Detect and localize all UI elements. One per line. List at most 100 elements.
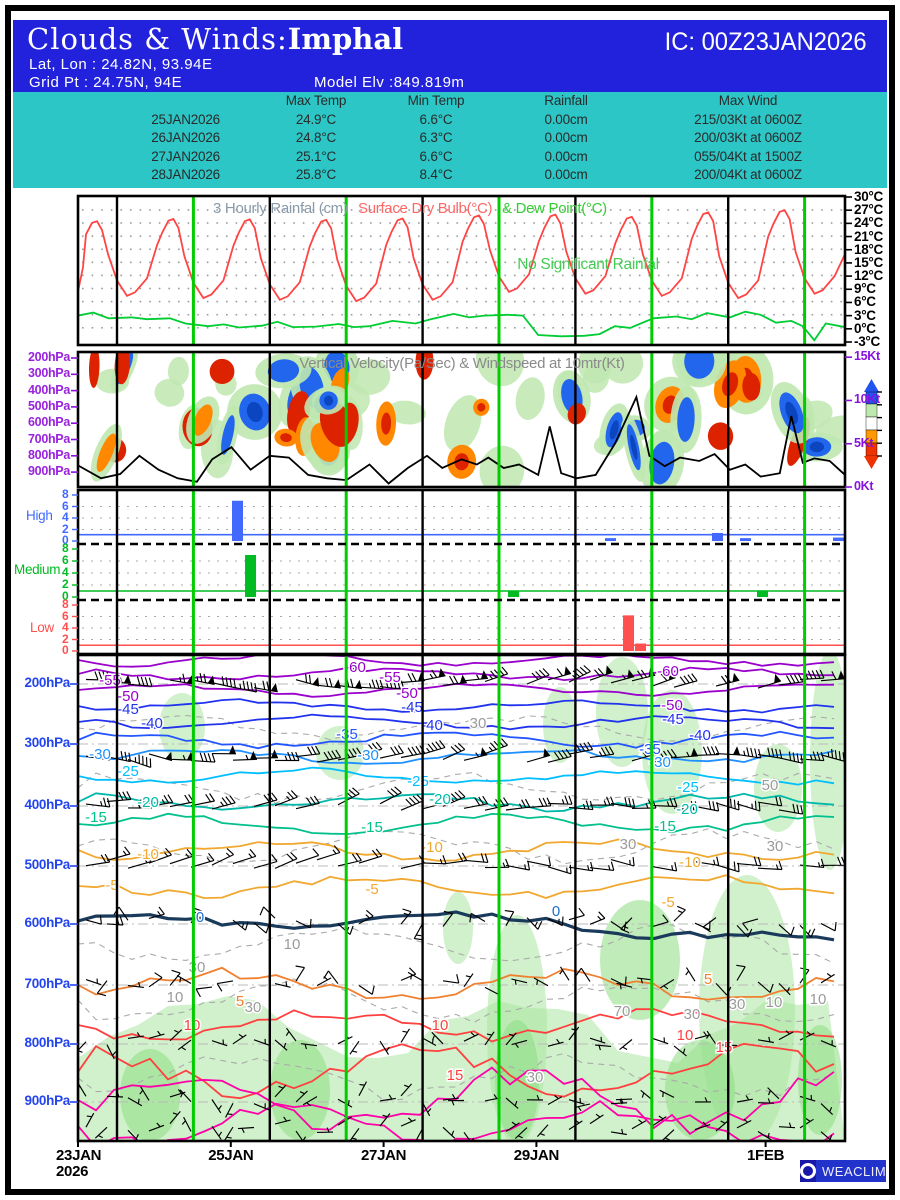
contour-label: 10 — [766, 994, 783, 1011]
wind-barb — [659, 1089, 675, 1098]
wind-barb — [358, 1081, 368, 1096]
wind-barb — [379, 1094, 396, 1102]
wind-barb — [463, 973, 474, 988]
wind-barb — [379, 679, 405, 690]
table-cell: 215/03Kt at 0600Z — [694, 111, 802, 127]
temp-ytick: 18°C — [854, 241, 883, 257]
wind-barb — [442, 1093, 459, 1101]
contour-label: -20 — [137, 794, 159, 811]
wind-barb — [85, 797, 111, 808]
title-left: Clouds & Winds: — [27, 22, 288, 56]
contour-label: -15 — [85, 809, 107, 826]
wind-barb — [757, 1036, 774, 1044]
temp-panel-title-part: Surface Dry Bulb(°C) — [358, 200, 493, 217]
wind-barb — [274, 851, 298, 869]
wind-barb — [673, 751, 698, 759]
wind-barb — [757, 860, 783, 871]
windspeed-10m-series — [78, 394, 845, 485]
table-cell: 25.8°C — [295, 167, 337, 182]
wind-barb — [736, 964, 746, 981]
temp-ytick: 27°C — [854, 202, 883, 218]
station-name: Imphal — [287, 22, 404, 56]
wind-barb — [400, 1083, 413, 1097]
wind-barb — [211, 848, 234, 866]
wind-barb — [139, 1086, 150, 1101]
wind-barb — [568, 861, 594, 872]
contour-label: 30 — [245, 999, 262, 1016]
contour-label: -50 — [661, 697, 683, 714]
contour-line — [78, 910, 835, 942]
wind-barb — [547, 916, 564, 927]
wind-barb — [301, 1043, 318, 1050]
wind-barb — [526, 668, 550, 685]
contour-label: 30 — [527, 1069, 544, 1086]
wind-barb — [421, 669, 446, 681]
contour-label: -15 — [361, 819, 383, 836]
wind-barb — [442, 790, 466, 807]
contour-label: -25 — [407, 773, 429, 790]
wind-barb — [631, 1119, 647, 1130]
wind-barb — [127, 1097, 143, 1107]
cloud-ytick: 4 — [62, 510, 69, 524]
wind-barb — [463, 752, 488, 761]
wind-barb — [526, 754, 551, 763]
winds-aloft-field: -60 -60-55 -55-50 -50-50-45 -45-45-40 -40-40-… — [78, 655, 845, 1141]
wind-barb — [442, 742, 466, 761]
high-cloud-bar — [739, 538, 751, 541]
wind-barb — [232, 919, 249, 931]
page-title: Clouds & Winds:Imphal IC: 00Z23JAN2026 — [27, 22, 877, 56]
vv-pressure-tick: 400hPa — [28, 382, 70, 397]
table-cell: 25.1°C — [295, 148, 337, 164]
wind-barb — [484, 1031, 495, 1046]
wind-barb — [400, 745, 426, 759]
wind-barb — [742, 918, 759, 931]
vv-panel-title: Vertical Velocity(Pa/Sec) & Windspeed at… — [299, 355, 625, 372]
wind-barb — [211, 1125, 223, 1140]
wind-barb — [106, 673, 132, 684]
wind-barb — [253, 1038, 270, 1046]
cloud-level-label: Medium — [14, 562, 61, 577]
contour-label: -10 — [137, 846, 159, 863]
wind-barb — [295, 848, 320, 864]
contour-label: -40 — [689, 727, 711, 744]
wind-barb — [652, 797, 678, 808]
wind-barb — [526, 1094, 544, 1101]
vv-pressure-tick: 300hPa — [28, 366, 70, 381]
contour-label: -50 — [396, 685, 418, 702]
table-cell: 0.00cm — [544, 130, 588, 145]
cloud-ytick: 2 — [62, 631, 69, 646]
wind-barb — [694, 920, 711, 931]
wind-barb — [421, 855, 447, 865]
wind-barb — [536, 1124, 549, 1137]
wind-barb — [295, 795, 320, 810]
cloud-ytick: 8 — [62, 597, 69, 611]
wind-barb — [169, 794, 194, 808]
contour-label: 50 — [762, 777, 779, 794]
wind-barb — [169, 755, 195, 761]
cloud-ytick: 6 — [62, 608, 69, 623]
wind-barb — [799, 669, 825, 681]
init-condition: IC: 00Z23JAN2026 — [665, 28, 867, 56]
table-cell: 27JAN2026 — [151, 148, 220, 164]
contour-line — [78, 698, 835, 714]
wind-barb — [127, 1032, 144, 1039]
contour-label: 0 — [552, 903, 560, 920]
cloud-ytick: 2 — [62, 577, 69, 591]
wind-barb — [127, 754, 152, 768]
wind-barb — [610, 921, 627, 931]
wind-barb — [547, 864, 572, 875]
wind-barb — [295, 1090, 308, 1103]
wind-barb — [589, 1036, 606, 1044]
wind-barb — [253, 1103, 270, 1111]
wind-barb — [463, 674, 488, 682]
vv-pressure-tick: 500hPa — [28, 398, 70, 413]
table-cell: 200/04Kt at 0600Z — [694, 167, 802, 182]
contour-line — [78, 1008, 835, 1043]
high-cloud-bar — [711, 532, 723, 541]
wind-pressure-tick: 200hPa — [24, 675, 71, 690]
wind-barb — [85, 1112, 95, 1128]
wind-barb — [547, 668, 572, 681]
wind-barb — [736, 800, 761, 812]
contour-line — [78, 713, 835, 731]
